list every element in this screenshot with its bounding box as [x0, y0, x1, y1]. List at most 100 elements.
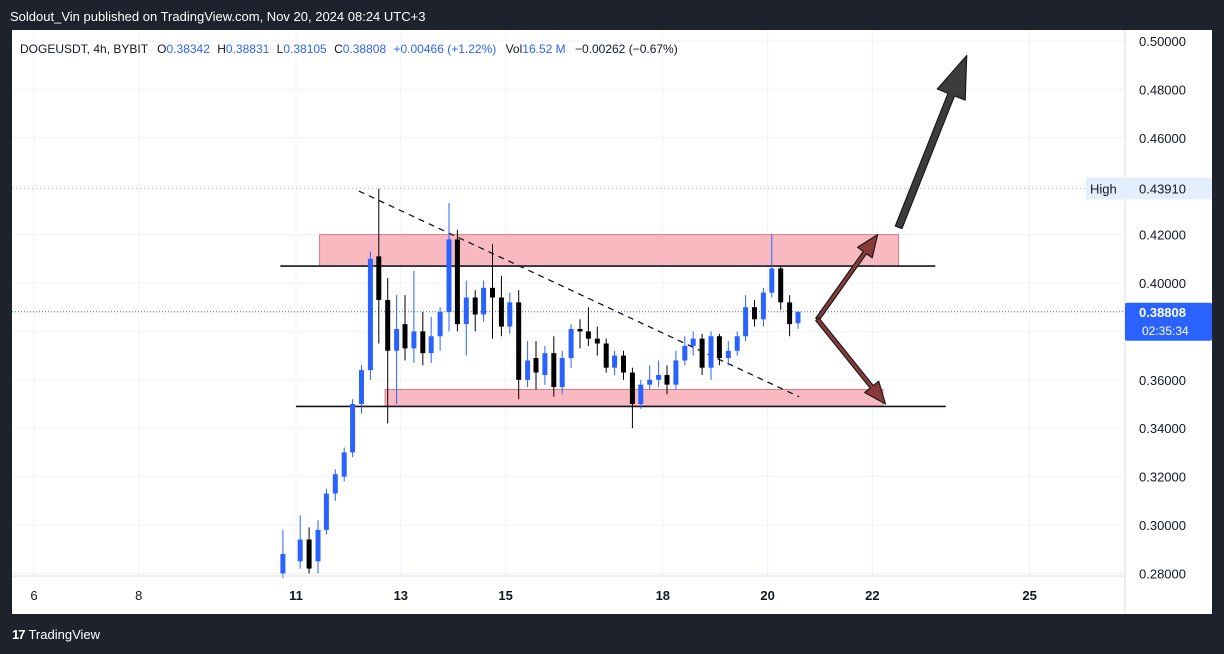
brand-name: TradingView	[28, 627, 101, 642]
candle-body	[507, 302, 513, 327]
candle-body	[411, 331, 417, 349]
candle	[332, 469, 338, 501]
candle-body	[315, 529, 321, 562]
publisher-bar: Soldout_Vin published on TradingView.com…	[0, 0, 1224, 30]
candle-body	[446, 239, 452, 313]
candle-body	[498, 297, 504, 327]
legend-symbol: DOGEUSDT, 4h, BYBIT	[20, 42, 149, 56]
candle	[533, 341, 539, 390]
candle	[306, 527, 312, 574]
candle	[647, 365, 653, 390]
candle	[385, 278, 391, 424]
candle-body	[533, 358, 539, 373]
candle	[341, 447, 347, 482]
time-tick-label: 18	[656, 588, 670, 603]
candle-body	[376, 256, 382, 300]
candle	[699, 333, 705, 375]
candle-body	[341, 452, 347, 477]
candle	[490, 244, 495, 339]
legend-extra: −0.00262 (−0.67%)	[575, 42, 678, 56]
candle	[638, 379, 644, 409]
candle-body	[359, 370, 364, 404]
legend-o-label: O	[157, 42, 166, 56]
chart-background	[12, 30, 1212, 614]
price-tick-label: 0.32000	[1139, 470, 1186, 485]
candle	[778, 266, 784, 310]
candle-body	[559, 358, 565, 388]
candle	[585, 307, 591, 346]
candle-body	[778, 268, 784, 303]
candle	[673, 350, 679, 390]
price-tick-label: 0.28000	[1139, 566, 1186, 581]
candle-body	[568, 328, 574, 359]
price-tick-label: 0.36000	[1139, 373, 1186, 388]
candles	[280, 188, 801, 579]
candle-body	[428, 336, 434, 354]
candle-body	[603, 343, 609, 368]
candle-body	[673, 360, 679, 385]
candle	[690, 331, 696, 356]
candle	[420, 312, 426, 366]
candle	[682, 336, 688, 366]
high-label: High	[1090, 181, 1117, 196]
candle-body	[699, 338, 705, 368]
trend-line	[358, 190, 800, 398]
candle-body	[752, 307, 757, 320]
candle-body	[551, 353, 557, 388]
candle	[752, 299, 757, 327]
time-tick-label: 20	[760, 588, 774, 603]
time-axis[interactable]: 6 8 11 13 15 18 20 22 25	[30, 588, 1036, 603]
price-tick-label: 0.46000	[1139, 131, 1186, 146]
candle	[542, 345, 548, 385]
candle-body	[638, 384, 644, 404]
candle-body	[490, 287, 495, 298]
candle	[394, 295, 400, 404]
candle	[411, 270, 417, 363]
time-tick-label: 6	[30, 588, 37, 603]
candle	[297, 515, 303, 569]
candle	[708, 331, 714, 380]
candle-countdown: 02:35:34	[1142, 324, 1189, 338]
candle-body	[306, 539, 312, 569]
candlestick-chart[interactable]: 0.500000.480000.460000.440000.420000.400…	[12, 30, 1212, 614]
candle	[481, 280, 487, 322]
legend-h-label: H	[217, 42, 226, 56]
candle	[498, 275, 504, 337]
legend-c-value: 0.38808	[343, 42, 387, 56]
price-tick-label: 0.50000	[1139, 34, 1186, 49]
candle-body	[664, 374, 670, 385]
candle	[437, 307, 443, 351]
legend: DOGEUSDT, 4h, BYBIT O0.38342 H0.38831 L0…	[20, 42, 678, 56]
candle	[769, 234, 775, 298]
candle	[428, 316, 434, 363]
legend-c-label: C	[334, 42, 343, 56]
candle-body	[760, 292, 766, 320]
candle-body	[350, 404, 356, 453]
candle-body	[682, 345, 688, 361]
time-tick-label: 22	[865, 588, 879, 603]
candle-body	[656, 374, 662, 380]
high-value-badge	[1125, 177, 1212, 200]
legend-l-value: 0.38105	[283, 42, 327, 56]
candle	[621, 350, 626, 380]
candle	[795, 311, 801, 329]
candle-body	[708, 336, 714, 368]
price-axis[interactable]: 0.500000.480000.460000.440000.420000.400…	[1086, 34, 1212, 581]
price-tick-label: 0.48000	[1139, 82, 1186, 97]
legend-l-label: L	[277, 42, 284, 56]
candle-body	[297, 539, 303, 562]
candle	[315, 520, 321, 574]
candle	[743, 295, 749, 342]
price-tick-label: 0.30000	[1139, 518, 1186, 533]
candle-body	[402, 324, 408, 349]
candle	[402, 295, 408, 361]
brand[interactable]: 17 TradingView	[12, 627, 100, 642]
candle	[463, 280, 469, 356]
candle-body	[769, 268, 775, 293]
candle-body	[734, 336, 740, 351]
candle-body	[542, 353, 548, 375]
legend-vol-value: 16.52 M	[522, 42, 565, 56]
candle	[612, 350, 618, 375]
candle	[323, 488, 329, 535]
legend-change: +0.00466 (+1.22%)	[393, 42, 496, 56]
